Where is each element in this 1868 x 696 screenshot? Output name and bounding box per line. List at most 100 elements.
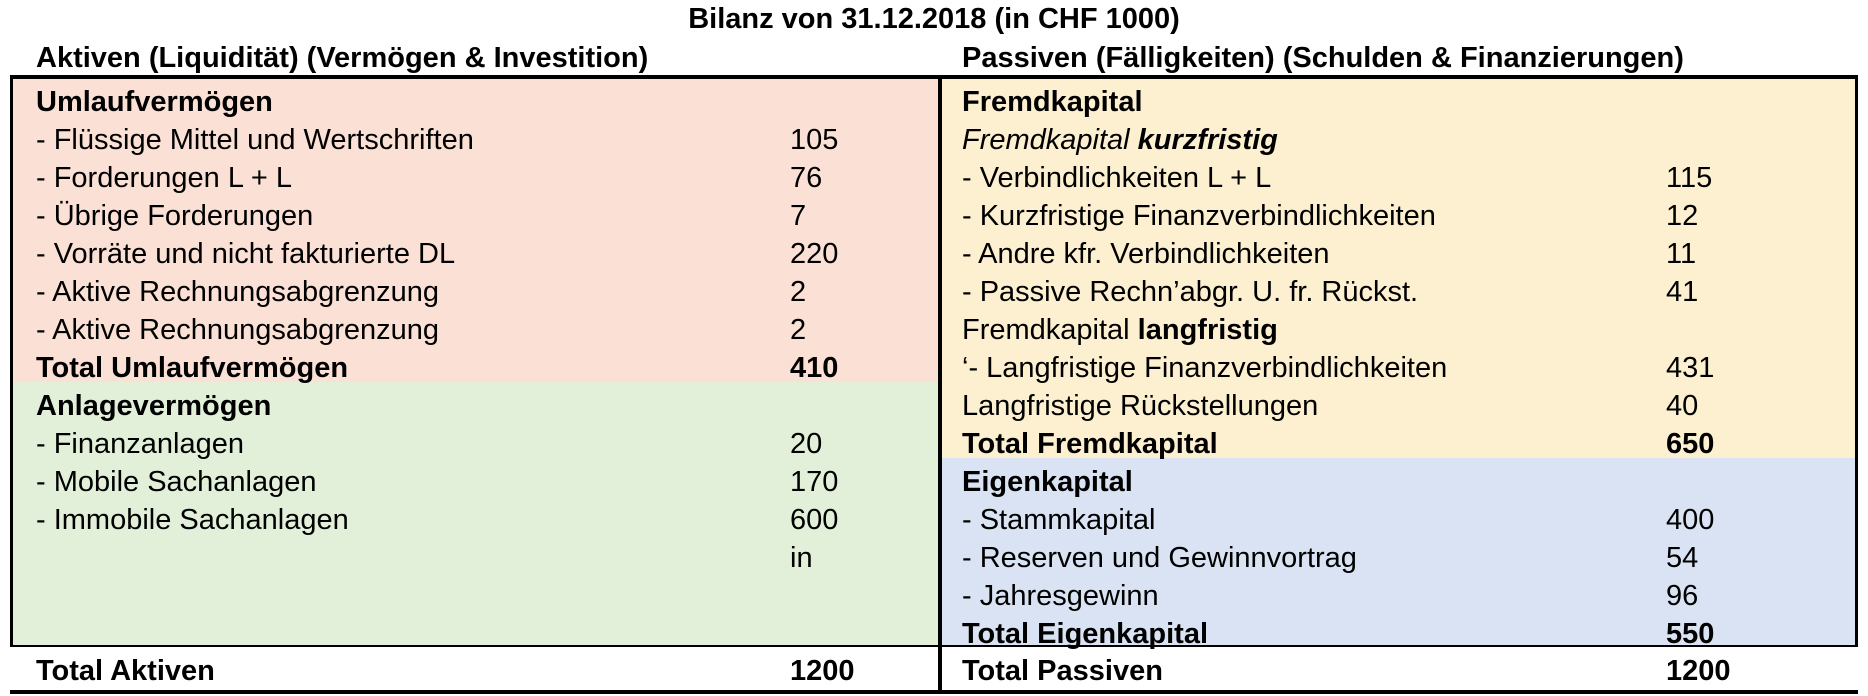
liability-item-label: - Andre kfr. Verbindlichkeiten (962, 238, 1330, 270)
liability-item-label: - Verbindlichkeiten L + L (962, 162, 1272, 194)
current-assets-heading: Umlaufvermögen (36, 83, 916, 121)
asset-item-label: - Forderungen L + L (36, 162, 293, 194)
balance-sheet-title: Bilanz von 31.12.2018 (in CHF 1000) (688, 3, 1180, 35)
asset-item: - Flüssige Mittel und Wertschriften 105 (36, 121, 916, 159)
total-equity-row-label: Total Eigenkapital (962, 618, 1209, 650)
equity-item-value: 96 (1666, 580, 1699, 612)
total-equity-row: Total Eigenkapital 550 (962, 615, 1842, 653)
total-current-assets-row: Total Umlaufvermögen 410 (36, 349, 916, 387)
liability-item-label: Langfristige Rückstellungen (962, 390, 1319, 422)
equity-heading-label: Eigenkapital (962, 466, 1133, 498)
liability-item-label: - Passive Rechn’abgr. U. fr. Rückst. (962, 276, 1419, 308)
liability-item: Langfristige Rückstellungen 40 (962, 387, 1842, 425)
totals-top-rule (10, 645, 1858, 647)
total-current-assets-row-value: 410 (790, 352, 839, 384)
liability-item-value: 12 (1666, 200, 1699, 232)
liability-item-label: - Kurzfristige Finanzverbindlichkeiten (962, 200, 1436, 232)
liability-item: ‘- Langfristige Finanzverbindlichkeiten 4… (962, 349, 1842, 387)
asset-item-value: 7 (790, 200, 807, 232)
total-equity-row-value: 550 (1666, 618, 1715, 650)
total-assets-label: Total Aktiven (36, 655, 215, 687)
debt-capital-heading: Fremdkapital (962, 83, 1842, 121)
current-assets-heading-label: Umlaufvermögen (36, 86, 273, 118)
asset-item: - Aktive Rechnungsabgrenzung 2 (36, 273, 916, 311)
asset-item: in (36, 539, 916, 577)
equity-item-value: 54 (1666, 542, 1699, 574)
asset-item: - Immobile Sachanlagen 600 (36, 501, 916, 539)
liability-item: - Passive Rechn’abgr. U. fr. Rückst. 41 (962, 273, 1842, 311)
liability-item-label: ‘- Langfristige Finanzverbindlichkeiten (962, 352, 1448, 384)
total-debt-capital-row-value: 650 (1666, 428, 1715, 460)
asset-item-label: - Immobile Sachanlagen (36, 504, 349, 536)
total-debt-capital-row-label: Total Fremdkapital (962, 428, 1218, 460)
asset-item-label: - Finanzanlagen (36, 428, 244, 460)
total-debt-capital-row: Total Fremdkapital 650 (962, 425, 1842, 463)
fixed-assets-heading: Anlagevermögen (36, 387, 916, 425)
long-term-subheading-term: langfristig (1137, 314, 1278, 346)
asset-item-value: 600 (790, 504, 839, 536)
asset-item: - Vorräte und nicht fakturierte DL 220 (36, 235, 916, 273)
column-divider (938, 75, 942, 694)
asset-item-value: 2 (790, 276, 807, 308)
asset-item: - Finanzanlagen 20 (36, 425, 916, 463)
liability-item: - Andre kfr. Verbindlichkeiten 11 (962, 235, 1842, 273)
total-liabilities-value: 1200 (1666, 655, 1731, 687)
total-assets-value: 1200 (790, 655, 855, 687)
equity-item: - Reserven und Gewinnvortrag 54 (962, 539, 1842, 577)
equity-item-label: - Stammkapital (962, 504, 1156, 536)
table-left-border (10, 75, 13, 646)
asset-item-value: in (790, 542, 813, 574)
debt-capital-heading-label: Fremdkapital (962, 86, 1143, 118)
asset-item-value: 170 (790, 466, 839, 498)
equity-item-value: 400 (1666, 504, 1715, 536)
total-current-assets-row-label: Total Umlaufvermögen (36, 352, 349, 384)
long-term-subheading: Fremdkapital langfristig (962, 311, 1842, 349)
short-term-subheading-label: Fremdkapital kurzfristig (962, 121, 1278, 159)
total-liabilities-row: Total Passiven 1200 (962, 652, 1822, 690)
debt-capital-section (942, 78, 1855, 458)
equity-item-label: - Reserven und Gewinnvortrag (962, 542, 1357, 574)
table-bottom-border (10, 690, 1858, 694)
asset-item-label: - Flüssige Mittel und Wertschriften (36, 124, 474, 156)
short-term-subheading-term: kurzfristig (1137, 124, 1278, 156)
total-assets-row: Total Aktiven 1200 (36, 652, 896, 690)
liability-item-value: 115 (1666, 162, 1713, 194)
asset-item-value: 105 (790, 124, 839, 156)
liabilities-column-header: Passiven (Fälligkeiten) (Schulden & Fina… (962, 42, 1684, 74)
asset-item-value: 76 (790, 162, 823, 194)
equity-heading: Eigenkapital (962, 463, 1842, 501)
asset-item: - Aktive Rechnungsabgrenzung 2 (36, 311, 916, 349)
liability-item-value: 41 (1666, 276, 1699, 308)
equity-item-label: - Jahresgewinn (962, 580, 1159, 612)
long-term-subheading-label: Fremdkapital langfristig (962, 311, 1278, 349)
asset-item-label: - Aktive Rechnungsabgrenzung (36, 314, 440, 346)
asset-item: - Mobile Sachanlagen 170 (36, 463, 916, 501)
assets-column-header: Aktiven (Liquidität) (Vermögen & Investi… (36, 42, 649, 74)
asset-item-value: 220 (790, 238, 839, 270)
total-liabilities-label: Total Passiven (962, 655, 1163, 687)
asset-item-label: - Aktive Rechnungsabgrenzung (36, 276, 440, 308)
current-assets-section (13, 78, 938, 382)
fixed-assets-heading-label: Anlagevermögen (36, 390, 272, 422)
fixed-assets-section (13, 382, 938, 645)
asset-item-label: - Übrige Forderungen (36, 200, 314, 232)
liability-item: - Verbindlichkeiten L + L 115 (962, 159, 1842, 197)
liability-item-value: 431 (1666, 352, 1715, 384)
short-term-subheading: Fremdkapital kurzfristig (962, 121, 1842, 159)
asset-item-value: 20 (790, 428, 823, 460)
asset-item: - Forderungen L + L 76 (36, 159, 916, 197)
liability-item-value: 40 (1666, 390, 1699, 422)
equity-item: - Stammkapital 400 (962, 501, 1842, 539)
asset-item: - Übrige Forderungen 7 (36, 197, 916, 235)
long-term-subheading-prefix: Fremdkapital (962, 314, 1138, 346)
asset-item-value: 2 (790, 314, 807, 346)
short-term-subheading-prefix: Fremdkapital (962, 124, 1138, 156)
equity-item: - Jahresgewinn 96 (962, 577, 1842, 615)
liability-item: - Kurzfristige Finanzverbindlichkeiten 12 (962, 197, 1842, 235)
asset-item-label: - Mobile Sachanlagen (36, 466, 317, 498)
asset-item-label: - Vorräte und nicht fakturierte DL (36, 238, 456, 270)
liability-item-value: 11 (1666, 238, 1697, 270)
table-top-border (10, 75, 1858, 79)
table-right-border (1855, 75, 1858, 646)
equity-section (942, 458, 1855, 645)
